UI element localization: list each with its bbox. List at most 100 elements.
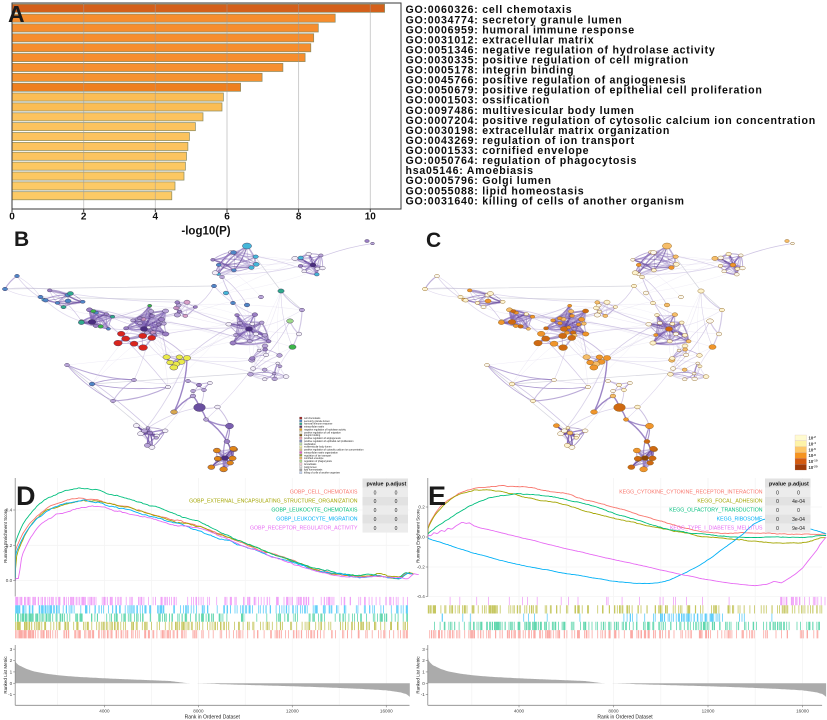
svg-text:p.adjust: p.adjust (386, 481, 407, 487)
svg-text:C: C (426, 229, 441, 252)
svg-text:secretory granule lumen: secretory granule lumen (304, 420, 330, 423)
svg-text:2: 2 (10, 658, 13, 663)
svg-text:-log10(P): -log10(P) (181, 226, 230, 238)
svg-text:Running Enrichment Score: Running Enrichment Score (3, 509, 8, 563)
svg-text:positive regulation of epithel: positive regulation of epithelial cell p… (304, 440, 354, 443)
svg-text:10-8: 10-8 (809, 453, 817, 458)
svg-text:KEGG_CYTOKINE_CYTOKINE_RECEPTO: KEGG_CYTOKINE_CYTOKINE_RECEPTOR_INTERACT… (619, 490, 763, 496)
svg-text:0: 0 (776, 526, 779, 532)
svg-text:16000: 16000 (380, 709, 393, 714)
svg-text:GO:0005178: integrin binding: GO:0005178: integrin binding (406, 65, 575, 77)
svg-text:8000: 8000 (193, 709, 204, 714)
svg-text:0: 0 (374, 526, 377, 532)
svg-text:GO:0043269: regulation of ion: GO:0043269: regulation of ion transport (406, 135, 635, 147)
svg-text:10-6: 10-6 (809, 447, 817, 452)
svg-text:0: 0 (395, 490, 398, 496)
svg-text:10-10: 10-10 (809, 459, 818, 464)
svg-text:0: 0 (395, 517, 398, 523)
svg-text:GO:0055088: lipid homeostasis: GO:0055088: lipid homeostasis (406, 185, 585, 197)
svg-text:16000: 16000 (796, 709, 809, 714)
svg-text:0: 0 (776, 490, 779, 496)
svg-text:0: 0 (9, 212, 15, 223)
svg-text:GO:0031012: extracellular matr: GO:0031012: extracellular matrix (406, 34, 595, 46)
svg-text:GOBP_CELL_CHEMOTAXIS: GOBP_CELL_CHEMOTAXIS (290, 490, 358, 496)
svg-text:D: D (16, 481, 36, 511)
svg-text:0: 0 (776, 508, 779, 514)
svg-text:0: 0 (374, 499, 377, 505)
svg-text:A: A (8, 1, 25, 27)
svg-text:0: 0 (422, 681, 425, 686)
svg-text:0: 0 (374, 490, 377, 496)
svg-text:0: 0 (776, 517, 779, 523)
svg-text:extracellular matrix: extracellular matrix (304, 426, 325, 429)
svg-text:10-2: 10-2 (809, 435, 817, 440)
svg-text:4000: 4000 (514, 709, 525, 714)
svg-text:Golgi lumen: Golgi lumen (304, 466, 317, 469)
svg-text:4: 4 (153, 212, 159, 223)
svg-text:0.0: 0.0 (6, 578, 13, 583)
svg-text:2: 2 (81, 212, 87, 223)
svg-text:0.4: 0.4 (6, 508, 13, 513)
svg-text:GO:0031640: killing of cells o: GO:0031640: killing of cells of another … (406, 195, 685, 207)
svg-text:1: 1 (10, 670, 13, 675)
svg-text:2: 2 (422, 658, 425, 663)
svg-text:0: 0 (374, 517, 377, 523)
svg-text:6: 6 (224, 212, 230, 223)
svg-text:0: 0 (797, 508, 800, 514)
svg-text:killing of cells of another or: killing of cells of another organism (304, 472, 340, 475)
svg-text:GO:0060326: cell chemotaxis: GO:0060326: cell chemotaxis (406, 4, 573, 16)
svg-text:p.adjust: p.adjust (788, 481, 809, 487)
svg-text:GO:0005796: Golgi lumen: GO:0005796: Golgi lumen (406, 175, 552, 187)
svg-text:GO:0030198: extracellular matr: GO:0030198: extracellular matrix organiz… (406, 125, 671, 137)
svg-text:hsa05146: Amoebiasis: hsa05146: Amoebiasis (406, 165, 534, 177)
svg-text:3: 3 (422, 647, 425, 652)
svg-text:8: 8 (296, 212, 302, 223)
svg-text:KEGG_RIBOSOME: KEGG_RIBOSOME (717, 516, 763, 522)
svg-text:negative regulation of hydrola: negative regulation of hydrolase activit… (304, 428, 347, 431)
svg-text:positive regulation of cytosol: positive regulation of cytosolic calcium… (304, 449, 364, 452)
svg-text:-0.4: -0.4 (417, 594, 425, 599)
svg-text:-1: -1 (421, 692, 426, 697)
svg-text:GO:0007204: positive regulatio: GO:0007204: positive regulation of cytos… (406, 115, 816, 127)
svg-text:8000: 8000 (608, 709, 619, 714)
svg-text:positive regulation of angioge: positive regulation of angiogenesis (304, 437, 341, 440)
svg-text:0: 0 (395, 499, 398, 505)
svg-text:Running Enrichment Score: Running Enrichment Score (416, 509, 421, 563)
svg-text:12000: 12000 (702, 709, 715, 714)
svg-text:GO:0006959: humoral immune res: GO:0006959: humoral immune response (406, 24, 635, 36)
svg-text:cell chemotaxis: cell chemotaxis (304, 417, 321, 420)
svg-text:GO:0001503: ossification: GO:0001503: ossification (406, 95, 551, 107)
svg-text:9e-04: 9e-04 (792, 526, 805, 532)
svg-text:0: 0 (776, 499, 779, 505)
svg-text:0: 0 (10, 681, 13, 686)
svg-text:Rank in Ordered Dataset: Rank in Ordered Dataset (185, 715, 241, 720)
svg-text:GOBP_LEUKOCYTE_MIGRATION: GOBP_LEUKOCYTE_MIGRATION (276, 516, 357, 522)
svg-text:integrin binding: integrin binding (304, 434, 321, 437)
svg-text:0.2: 0.2 (6, 543, 13, 548)
svg-text:0.0: 0.0 (418, 535, 425, 540)
svg-text:Amoebiasis: Amoebiasis (304, 463, 317, 466)
svg-text:0: 0 (797, 490, 800, 496)
svg-text:10-4: 10-4 (809, 441, 817, 446)
svg-text:GO:0030335: positive regulatio: GO:0030335: positive regulation of cell … (406, 55, 689, 67)
svg-text:ossification: ossification (304, 443, 316, 446)
svg-text:KEGG_TYPE_I_DIABETES_MELLITUS: KEGG_TYPE_I_DIABETES_MELLITUS (670, 525, 763, 531)
svg-text:GO:0097486: multivesicular bod: GO:0097486: multivesicular body lumen (406, 105, 635, 117)
svg-text:positive regulation of cell mi: positive regulation of cell migration (304, 431, 341, 434)
svg-text:12000: 12000 (286, 709, 299, 714)
svg-text:GO:0050764: regulation of phag: GO:0050764: regulation of phagocytosis (406, 155, 638, 167)
svg-text:multivesicular body lumen: multivesicular body lumen (304, 446, 332, 449)
svg-text:0: 0 (374, 508, 377, 514)
svg-text:GO:0045766: positive regulatio: GO:0045766: positive regulation of angio… (406, 75, 687, 87)
svg-text:Ranked List Metric: Ranked List Metric (416, 656, 421, 694)
svg-text:4e-04: 4e-04 (792, 499, 805, 505)
svg-text:KEGG_FOCAL_ADHESION: KEGG_FOCAL_ADHESION (697, 498, 762, 504)
svg-text:Ranked List Metric: Ranked List Metric (3, 656, 8, 694)
svg-text:-1: -1 (8, 692, 13, 697)
svg-text:0: 0 (395, 526, 398, 532)
svg-text:pvalue: pvalue (366, 481, 383, 487)
svg-text:GOBP_RECEPTOR_REGULATOR_ACTIVI: GOBP_RECEPTOR_REGULATOR_ACTIVITY (250, 525, 358, 531)
svg-text:GO:0051346: negative regulatio: GO:0051346: negative regulation of hydro… (406, 44, 716, 56)
svg-text:lipid homeostasis: lipid homeostasis (304, 469, 323, 472)
svg-text:Rank in Ordered Dataset: Rank in Ordered Dataset (597, 715, 653, 720)
